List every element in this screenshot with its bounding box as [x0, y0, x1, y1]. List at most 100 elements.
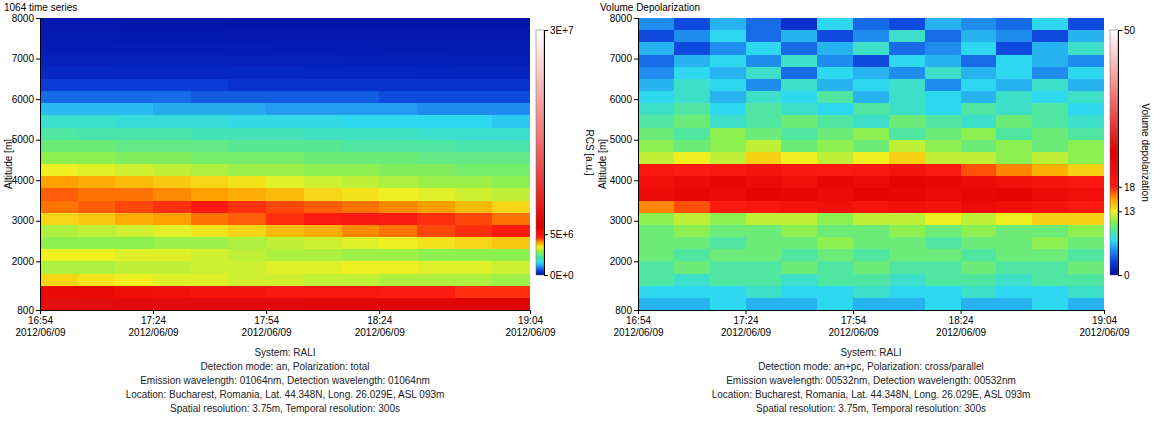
- heatmap-cell: [153, 201, 191, 213]
- heatmap-cell: [115, 261, 153, 273]
- heatmap-cell: [817, 55, 853, 67]
- heatmap-cell: [781, 55, 817, 67]
- heatmap-cell: [1032, 30, 1068, 42]
- heatmap-cell: [304, 55, 342, 67]
- x-tick: 18:242012/06/09: [936, 310, 986, 338]
- x-axis: 16:542012/06/0917:242012/06/0917:542012/…: [15, 310, 555, 338]
- heatmap-cell: [925, 274, 961, 286]
- x-tick-label-line: 16:54: [626, 315, 651, 326]
- tick-mark: [1104, 310, 1105, 314]
- heatmap-cell: [40, 188, 78, 200]
- axis-domain: [36, 19, 41, 311]
- heatmap-cell: [266, 298, 304, 310]
- heatmap-cell: [417, 91, 455, 103]
- heatmap-cell: [455, 115, 493, 127]
- heatmap-cell: [746, 249, 782, 261]
- heatmap-cell: [1032, 128, 1068, 140]
- heatmap-cell: [674, 274, 710, 286]
- x-tick-label: 18:242012/06/09: [936, 315, 986, 338]
- tick-mark: [634, 99, 638, 100]
- heatmap-cell: [996, 274, 1032, 286]
- heatmap-cell: [925, 237, 961, 249]
- heatmap-cell: [115, 18, 153, 30]
- y-tick: 2000: [12, 256, 40, 267]
- heatmap-cell: [153, 55, 191, 67]
- heatmap-cell: [746, 128, 782, 140]
- y-tick: 5000: [610, 134, 638, 145]
- heatmap-cell: [996, 176, 1032, 188]
- heatmap-cell: [781, 128, 817, 140]
- heatmap-cell: [191, 91, 229, 103]
- heatmap-cell: [191, 67, 229, 79]
- heatmap-cell: [492, 128, 530, 140]
- tick-mark: [634, 221, 638, 222]
- heatmap-cell: [417, 201, 455, 213]
- y-tick-label: 8000: [12, 13, 35, 24]
- heatmap-cell: [925, 213, 961, 225]
- heatmap-cell: [746, 140, 782, 152]
- heatmap-cell: [925, 67, 961, 79]
- heatmap-cell: [889, 274, 925, 286]
- heatmap-cell: [455, 213, 493, 225]
- heatmap-cell: [228, 201, 266, 213]
- heatmap-cell: [492, 91, 530, 103]
- x-tick: 17:242012/06/09: [129, 310, 179, 338]
- heatmap-cell: [746, 42, 782, 54]
- y-axis-title: Altitude [m]: [3, 139, 14, 189]
- heatmap-cell: [925, 91, 961, 103]
- heatmap-cell: [1032, 152, 1068, 164]
- heatmap-cell: [191, 18, 229, 30]
- heatmap-cell: [996, 261, 1032, 273]
- x-tick-label: 19:042012/06/09: [1079, 315, 1129, 338]
- heatmap-cell: [228, 128, 266, 140]
- heatmap-cell: [889, 298, 925, 310]
- heatmap-cell: [266, 79, 304, 91]
- colorbar-tick: 50: [1118, 25, 1136, 36]
- heatmap-cell: [379, 115, 417, 127]
- heatmap-cell: [710, 79, 746, 91]
- heatmap-cell: [1068, 152, 1104, 164]
- heatmap-cell: [228, 274, 266, 286]
- heatmap-cell: [925, 176, 961, 188]
- heatmap-cell: [228, 249, 266, 261]
- heatmap-cell: [781, 67, 817, 79]
- heatmap-cell: [342, 79, 380, 91]
- heatmap-cell: [674, 30, 710, 42]
- heatmap-cell: [379, 103, 417, 115]
- heatmap-cell: [638, 176, 674, 188]
- heatmap-cell: [996, 152, 1032, 164]
- heatmap-cell: [115, 164, 153, 176]
- heatmap-cell: [417, 128, 455, 140]
- heatmap-cell: [889, 249, 925, 261]
- tick-mark: [544, 275, 548, 276]
- heatmap-cell: [115, 201, 153, 213]
- heatmap-cell: [710, 55, 746, 67]
- heatmap-cell: [417, 213, 455, 225]
- heatmap-cell: [304, 103, 342, 115]
- heatmap-cell: [996, 42, 1032, 54]
- panel-title: 1064 time series: [4, 2, 77, 13]
- heatmap-cell: [1032, 225, 1068, 237]
- heatmap-cell: [40, 286, 78, 298]
- heatmap-cell: [781, 152, 817, 164]
- heatmap-cell: [961, 30, 997, 42]
- x-tick-label-line: 17:54: [254, 315, 279, 326]
- heatmap-cell: [153, 42, 191, 54]
- heatmap-cell: [417, 188, 455, 200]
- heatmap-cell: [115, 225, 153, 237]
- heatmap-cell: [304, 140, 342, 152]
- heatmap-cell: [1068, 18, 1104, 30]
- heatmap-cell: [379, 213, 417, 225]
- heatmap-cell: [746, 188, 782, 200]
- heatmap-cell: [266, 55, 304, 67]
- heatmap-cell: [638, 91, 674, 103]
- heatmap-cell: [266, 249, 304, 261]
- heatmap-cell: [342, 55, 380, 67]
- heatmap-cell: [115, 188, 153, 200]
- heatmap-cell: [674, 261, 710, 273]
- heatmap-cell: [153, 67, 191, 79]
- colorbar-title: Volume depolarization: [1140, 103, 1151, 201]
- heatmap-cell: [853, 152, 889, 164]
- heatmap-cell: [853, 261, 889, 273]
- heatmap-cell: [674, 79, 710, 91]
